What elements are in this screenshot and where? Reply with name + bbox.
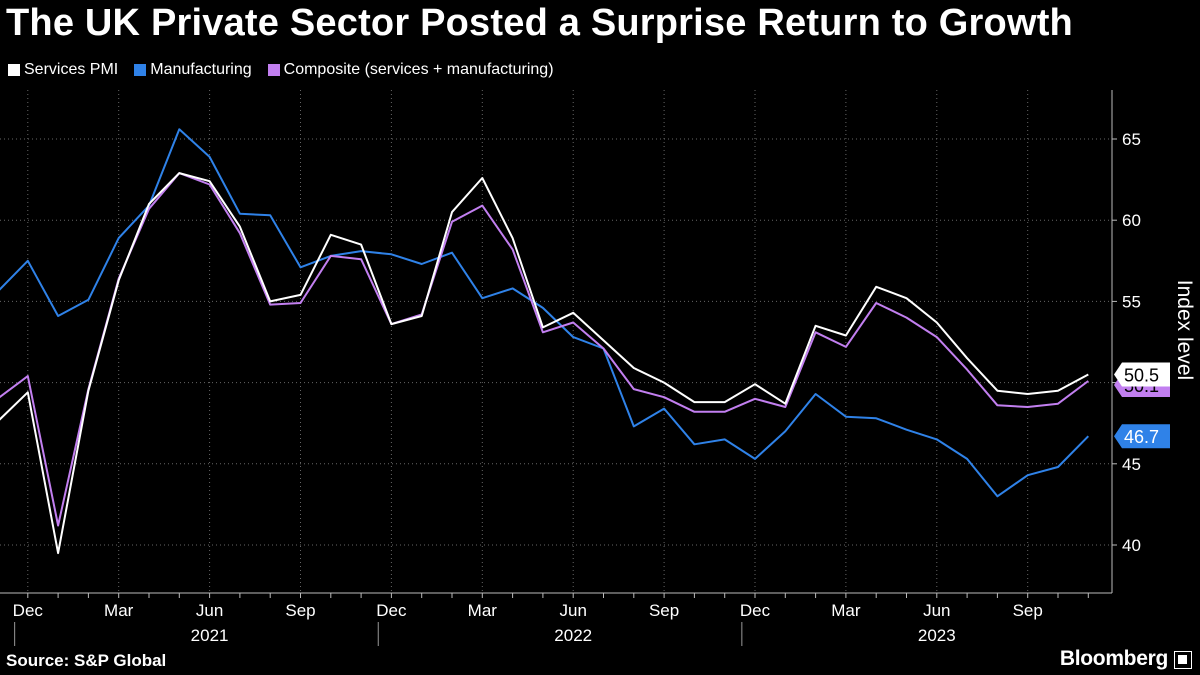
chart-title: The UK Private Sector Posted a Surprise … — [6, 2, 1073, 44]
x-tick-label: Dec — [376, 601, 407, 620]
x-tick-label: Jun — [559, 601, 586, 620]
legend-swatch-manufacturing — [134, 64, 147, 76]
series-line-services — [0, 172, 1089, 555]
end-label-services: 50.5 — [1114, 362, 1170, 387]
y-tick-label: 60 — [1122, 211, 1141, 230]
end-label-services-bg — [1114, 362, 1170, 387]
legend-label-manufacturing: Manufacturing — [150, 61, 252, 78]
x-tick-label: Sep — [1013, 601, 1043, 620]
x-tick-label: Dec — [740, 601, 771, 620]
end-label-manufacturing: 46.7 — [1114, 424, 1170, 449]
legend-label-services: Services PMI — [24, 61, 119, 78]
gridlines — [0, 90, 1112, 593]
x-year-label: 2022 — [554, 626, 592, 645]
x-tick-label: Sep — [649, 601, 679, 620]
end-label-manufacturing-bg — [1114, 424, 1170, 449]
x-tick-label: Jun — [196, 601, 223, 620]
x-year-label: 2023 — [918, 626, 956, 645]
legend: Services PMI Manufacturing Composite (se… — [8, 61, 554, 79]
series-line-manufacturing — [0, 128, 1090, 498]
x-tick-label: Mar — [104, 601, 134, 620]
x-tick-label: Mar — [831, 601, 861, 620]
y-tick-label: 55 — [1122, 292, 1141, 311]
x-tick-label: Sep — [285, 601, 315, 620]
x-tick-label: Jun — [923, 601, 950, 620]
x-tick-label: Dec — [13, 601, 44, 620]
y-tick-label: 40 — [1122, 536, 1141, 555]
source-note: Source: S&P Global — [6, 651, 167, 670]
x-axis: Dec Mar Jun Sep Dec Mar Jun Sep Dec Mar Jun Sep 2021… — [0, 592, 1112, 646]
x-year-label: 2021 — [191, 626, 229, 645]
end-label-services-text: 50.5 — [1124, 365, 1159, 385]
y-tick-label: 45 — [1122, 455, 1141, 474]
bloomberg-logo: Bloomberg — [1059, 647, 1168, 670]
end-value-labels: 50.150.546.7 — [1114, 362, 1170, 449]
y-axis: 404550556065 — [1111, 90, 1141, 593]
y-axis-title: Index level — [1173, 280, 1196, 380]
legend-item-services: Services PMI — [8, 61, 118, 79]
bloomberg-terminal-icon — [1174, 651, 1192, 669]
series-line-composite — [0, 172, 1089, 527]
legend-item-composite: Composite (services + manufacturing) — [267, 61, 554, 79]
legend-label-composite: Composite (services + manufacturing) — [283, 61, 554, 78]
legend-item-manufacturing: Manufacturing — [134, 61, 252, 79]
series-lines — [0, 128, 1090, 555]
y-tick-label: 65 — [1122, 130, 1141, 149]
x-tick-label: Mar — [468, 601, 498, 620]
legend-swatch-composite — [267, 64, 280, 76]
legend-swatch-services — [8, 64, 20, 76]
end-label-manufacturing-text: 46.7 — [1124, 427, 1159, 447]
